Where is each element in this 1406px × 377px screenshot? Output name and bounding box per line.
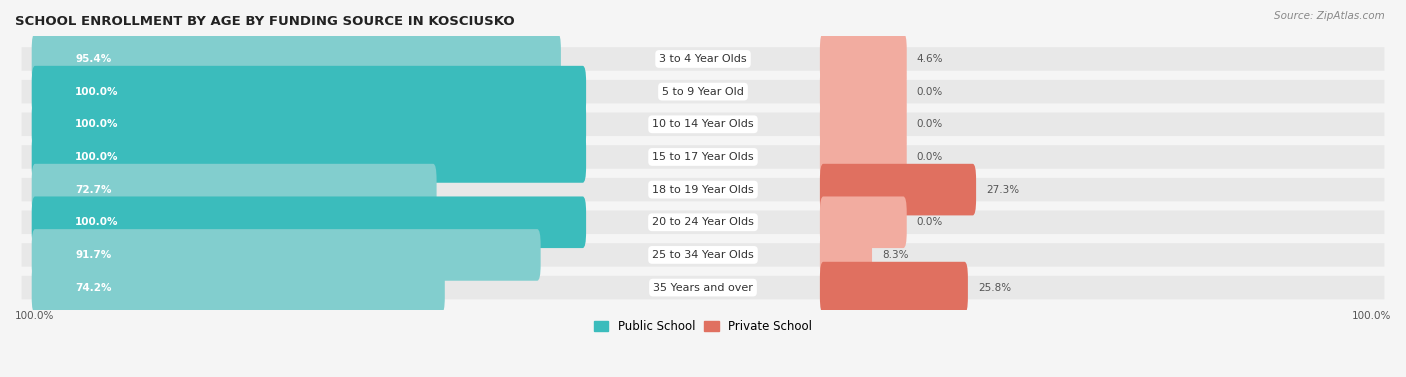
Text: 72.7%: 72.7% [75, 185, 111, 195]
Text: 15 to 17 Year Olds: 15 to 17 Year Olds [652, 152, 754, 162]
FancyBboxPatch shape [820, 196, 907, 248]
Text: 10 to 14 Year Olds: 10 to 14 Year Olds [652, 119, 754, 129]
Text: 100.0%: 100.0% [75, 119, 118, 129]
FancyBboxPatch shape [21, 276, 1385, 299]
FancyBboxPatch shape [21, 210, 1385, 234]
Text: 3 to 4 Year Olds: 3 to 4 Year Olds [659, 54, 747, 64]
Legend: Public School, Private School: Public School, Private School [589, 315, 817, 337]
FancyBboxPatch shape [820, 33, 907, 85]
Text: SCHOOL ENROLLMENT BY AGE BY FUNDING SOURCE IN KOSCIUSKO: SCHOOL ENROLLMENT BY AGE BY FUNDING SOUR… [15, 15, 515, 28]
Text: 35 Years and over: 35 Years and over [652, 283, 754, 293]
Text: 0.0%: 0.0% [917, 217, 943, 227]
Text: 95.4%: 95.4% [75, 54, 111, 64]
FancyBboxPatch shape [820, 98, 907, 150]
Text: 0.0%: 0.0% [917, 119, 943, 129]
Text: 74.2%: 74.2% [75, 283, 111, 293]
Text: 20 to 24 Year Olds: 20 to 24 Year Olds [652, 217, 754, 227]
Text: 100.0%: 100.0% [15, 311, 55, 321]
Text: 100.0%: 100.0% [75, 87, 118, 97]
FancyBboxPatch shape [820, 164, 976, 215]
FancyBboxPatch shape [32, 98, 586, 150]
FancyBboxPatch shape [32, 196, 586, 248]
FancyBboxPatch shape [820, 131, 907, 183]
FancyBboxPatch shape [21, 243, 1385, 267]
Text: 25.8%: 25.8% [979, 283, 1011, 293]
FancyBboxPatch shape [21, 47, 1385, 71]
Text: 25 to 34 Year Olds: 25 to 34 Year Olds [652, 250, 754, 260]
FancyBboxPatch shape [820, 229, 872, 281]
Text: 27.3%: 27.3% [986, 185, 1019, 195]
Text: 0.0%: 0.0% [917, 152, 943, 162]
FancyBboxPatch shape [21, 178, 1385, 201]
FancyBboxPatch shape [32, 66, 586, 117]
FancyBboxPatch shape [21, 112, 1385, 136]
FancyBboxPatch shape [32, 131, 586, 183]
FancyBboxPatch shape [32, 229, 541, 281]
FancyBboxPatch shape [21, 145, 1385, 169]
Text: 0.0%: 0.0% [917, 87, 943, 97]
FancyBboxPatch shape [32, 262, 444, 313]
FancyBboxPatch shape [21, 80, 1385, 103]
Text: Source: ZipAtlas.com: Source: ZipAtlas.com [1274, 11, 1385, 21]
FancyBboxPatch shape [32, 33, 561, 85]
Text: 5 to 9 Year Old: 5 to 9 Year Old [662, 87, 744, 97]
FancyBboxPatch shape [820, 262, 967, 313]
Text: 100.0%: 100.0% [75, 152, 118, 162]
FancyBboxPatch shape [820, 66, 907, 117]
Text: 100.0%: 100.0% [75, 217, 118, 227]
Text: 4.6%: 4.6% [917, 54, 943, 64]
Text: 8.3%: 8.3% [882, 250, 908, 260]
Text: 91.7%: 91.7% [75, 250, 111, 260]
Text: 18 to 19 Year Olds: 18 to 19 Year Olds [652, 185, 754, 195]
FancyBboxPatch shape [32, 164, 437, 215]
Text: 100.0%: 100.0% [1351, 311, 1391, 321]
